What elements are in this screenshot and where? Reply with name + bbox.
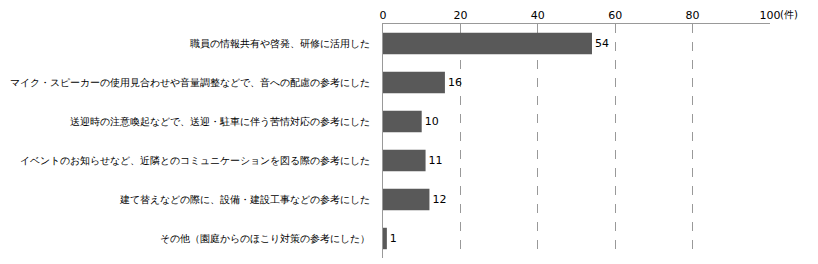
- svg-text:職員の情報共有や啓発、研修に活用した: 職員の情報共有や啓発、研修に活用した: [190, 38, 370, 49]
- svg-text:12: 12: [432, 193, 446, 206]
- svg-text:40: 40: [531, 9, 545, 22]
- svg-text:その他（園庭からのほこり対策の参考にした）: その他（園庭からのほこり対策の参考にした）: [160, 233, 370, 244]
- svg-text:54: 54: [595, 37, 609, 50]
- svg-text:送迎時の注意喚起などで、送迎・駐車に伴う苦情対応の参考にした: 送迎時の注意喚起などで、送迎・駐車に伴う苦情対応の参考にした: [70, 116, 370, 127]
- svg-text:0: 0: [380, 9, 387, 22]
- svg-text:20: 20: [453, 9, 467, 22]
- svg-text:16: 16: [448, 76, 462, 89]
- svg-text:100: 100: [760, 9, 781, 22]
- svg-text:10: 10: [425, 115, 439, 128]
- svg-text:11: 11: [429, 154, 443, 167]
- svg-text:建て替えなどの際に、設備・建設工事などの参考にした: 建て替えなどの際に、設備・建設工事などの参考にした: [119, 194, 370, 205]
- svg-text:60: 60: [608, 9, 622, 22]
- svg-text:1: 1: [390, 232, 397, 245]
- svg-text:(件): (件): [780, 9, 798, 20]
- svg-text:80: 80: [686, 9, 700, 22]
- svg-text:イベントのお知らせなど、近隣とのコミュニケーションを図る際の: イベントのお知らせなど、近隣とのコミュニケーションを図る際の参考にした: [20, 155, 370, 166]
- svg-text:マイク・スピーカーの使用見合わせや音量調整などで、音への配慮: マイク・スピーカーの使用見合わせや音量調整などで、音への配慮の参考にした: [10, 77, 370, 88]
